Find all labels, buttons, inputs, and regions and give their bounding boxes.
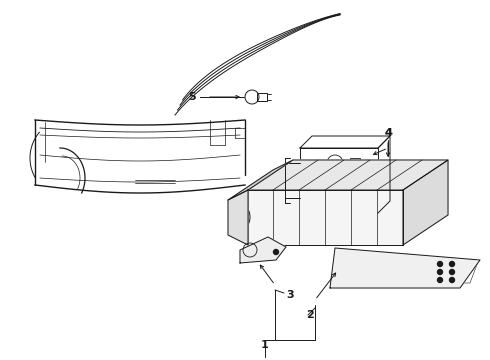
Polygon shape [248, 190, 403, 245]
Text: 3: 3 [286, 290, 294, 300]
Text: 4: 4 [384, 128, 392, 138]
Polygon shape [330, 248, 480, 288]
Polygon shape [240, 237, 286, 263]
Circle shape [438, 261, 442, 266]
Polygon shape [248, 160, 448, 190]
Circle shape [438, 270, 442, 274]
Circle shape [273, 249, 278, 255]
Bar [300, 148, 378, 213]
Circle shape [449, 278, 455, 283]
Polygon shape [228, 160, 293, 200]
Polygon shape [228, 190, 248, 245]
Circle shape [449, 270, 455, 274]
Bar [350, 158, 360, 168]
Bar [350, 192, 360, 202]
Circle shape [449, 261, 455, 266]
Bar [257, 93, 267, 101]
Text: 5: 5 [188, 92, 196, 102]
Circle shape [438, 278, 442, 283]
Text: 4: 4 [384, 128, 392, 138]
Text: 1: 1 [261, 340, 269, 350]
Text: 2: 2 [306, 310, 314, 320]
Polygon shape [403, 160, 448, 245]
Bar [350, 175, 360, 185]
